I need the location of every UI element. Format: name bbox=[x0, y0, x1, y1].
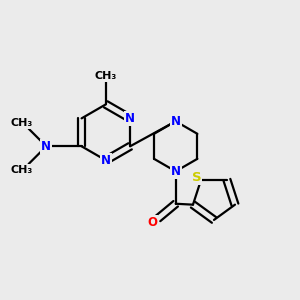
Text: N: N bbox=[101, 154, 111, 167]
Text: S: S bbox=[192, 170, 201, 184]
Text: CH₃: CH₃ bbox=[95, 71, 117, 81]
Text: CH₃: CH₃ bbox=[10, 165, 32, 175]
Text: O: O bbox=[147, 216, 157, 230]
Text: N: N bbox=[171, 165, 181, 178]
Text: N: N bbox=[125, 112, 135, 125]
Text: CH₃: CH₃ bbox=[10, 118, 32, 128]
Text: N: N bbox=[171, 115, 181, 128]
Text: N: N bbox=[41, 140, 51, 153]
